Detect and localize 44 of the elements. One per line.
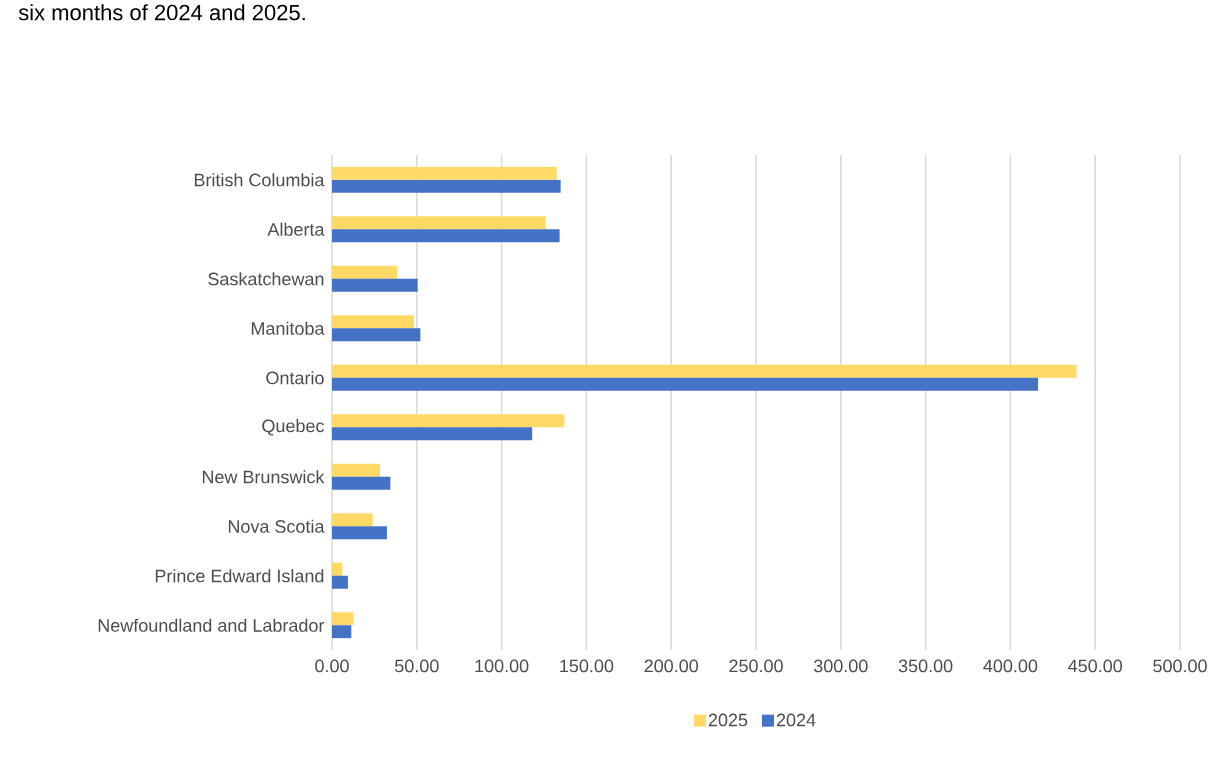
y-tick-label: Newfoundland and Labrador [98, 618, 325, 632]
bar [332, 265, 397, 279]
bar [332, 575, 348, 589]
bar [332, 229, 560, 243]
bar [332, 278, 418, 292]
legend-label: 2025 [708, 713, 748, 727]
x-tick-label: 300.00 [813, 659, 868, 673]
y-tick-label: Ontario [266, 371, 324, 385]
x-tick-label: 0.00 [315, 659, 349, 673]
bar [332, 513, 373, 527]
x-tick-label: 250.00 [729, 659, 783, 673]
y-tick-label: Prince Edward Island [155, 569, 324, 583]
y-tick-label: New Brunswick [202, 470, 325, 484]
legend-label: 2024 [776, 713, 816, 727]
bar [332, 463, 380, 477]
bar [332, 414, 565, 428]
x-tick-label: 150.00 [560, 659, 614, 673]
bar [332, 476, 391, 490]
chart-title: six months of 2024 and 2025. [18, 4, 305, 21]
bar [332, 562, 343, 576]
y-tick-label: British Columbia [194, 173, 325, 187]
y-tick-label: Alberta [267, 222, 325, 236]
bar [332, 612, 354, 626]
bar [332, 315, 414, 329]
x-tick-label: 400.00 [983, 659, 1038, 673]
bar [332, 364, 1077, 378]
x-tick-label: 350.00 [898, 659, 953, 673]
x-tick-label: 100.00 [475, 659, 529, 673]
y-tick-label: Saskatchewan [208, 272, 324, 286]
bar [332, 427, 533, 441]
bar [332, 166, 557, 180]
bar [332, 179, 561, 193]
y-tick-label: Quebec [262, 419, 324, 436]
x-tick-label: 200.00 [644, 659, 699, 673]
x-tick-label: 500.00 [1153, 659, 1207, 673]
y-tick-label: Manitoba [251, 321, 325, 335]
bar [332, 625, 352, 639]
x-tick-label: 450.00 [1068, 659, 1123, 673]
y-tick-label: Nova Scotia [228, 519, 325, 533]
bar [332, 377, 1039, 391]
bar [332, 526, 387, 540]
x-tick-label: 50.00 [395, 659, 439, 673]
bar [332, 328, 421, 342]
bar [332, 216, 546, 230]
